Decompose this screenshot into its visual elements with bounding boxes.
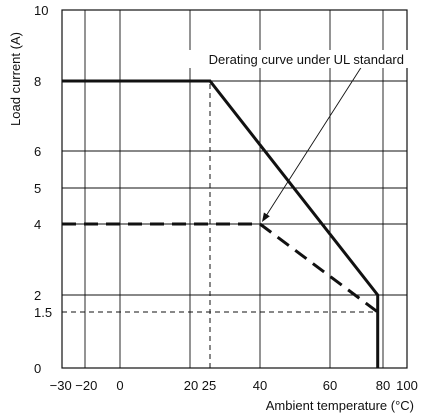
x-tick-label: 40 xyxy=(253,378,267,393)
y-tick-label: 5 xyxy=(34,181,41,196)
x-tick-label: 80 xyxy=(376,378,390,393)
y-tick-label: 1.5 xyxy=(34,305,52,320)
y-tick-label: 6 xyxy=(34,144,41,159)
y-tick-label: 2 xyxy=(34,288,41,303)
reference-lines xyxy=(62,81,378,368)
plot-frame xyxy=(61,9,408,369)
annotation-arrowhead xyxy=(262,212,270,222)
y-axis-label: Load current (A) xyxy=(8,32,23,126)
y-tick-label: 10 xyxy=(34,3,48,18)
y-tick-labels: 0 1.5 2 4 5 6 8 10 xyxy=(34,3,52,376)
x-tick-label: 100 xyxy=(396,378,418,393)
derating-curve xyxy=(62,79,380,368)
annotation-background xyxy=(149,50,409,68)
x-tick-label: 60 xyxy=(323,378,337,393)
series-lines xyxy=(62,79,380,368)
y-tick-label: 0 xyxy=(34,361,41,376)
ul-derating-curve xyxy=(62,222,379,314)
y-tick-label: 8 xyxy=(34,74,41,89)
x-tick-labels: −30 −20 0 20 25 40 60 80 100 xyxy=(50,378,418,393)
annotation-leader-line xyxy=(265,65,363,217)
x-tick-label: 20 25 xyxy=(184,378,217,393)
annotation-label: Derating curve under UL standard xyxy=(209,52,404,67)
x-axis-label: Ambient temperature (°C) xyxy=(266,398,414,413)
x-tick-label: 0 xyxy=(116,378,123,393)
y-tick-label: 4 xyxy=(34,217,41,232)
x-tick-label: −30 −20 xyxy=(50,378,98,393)
